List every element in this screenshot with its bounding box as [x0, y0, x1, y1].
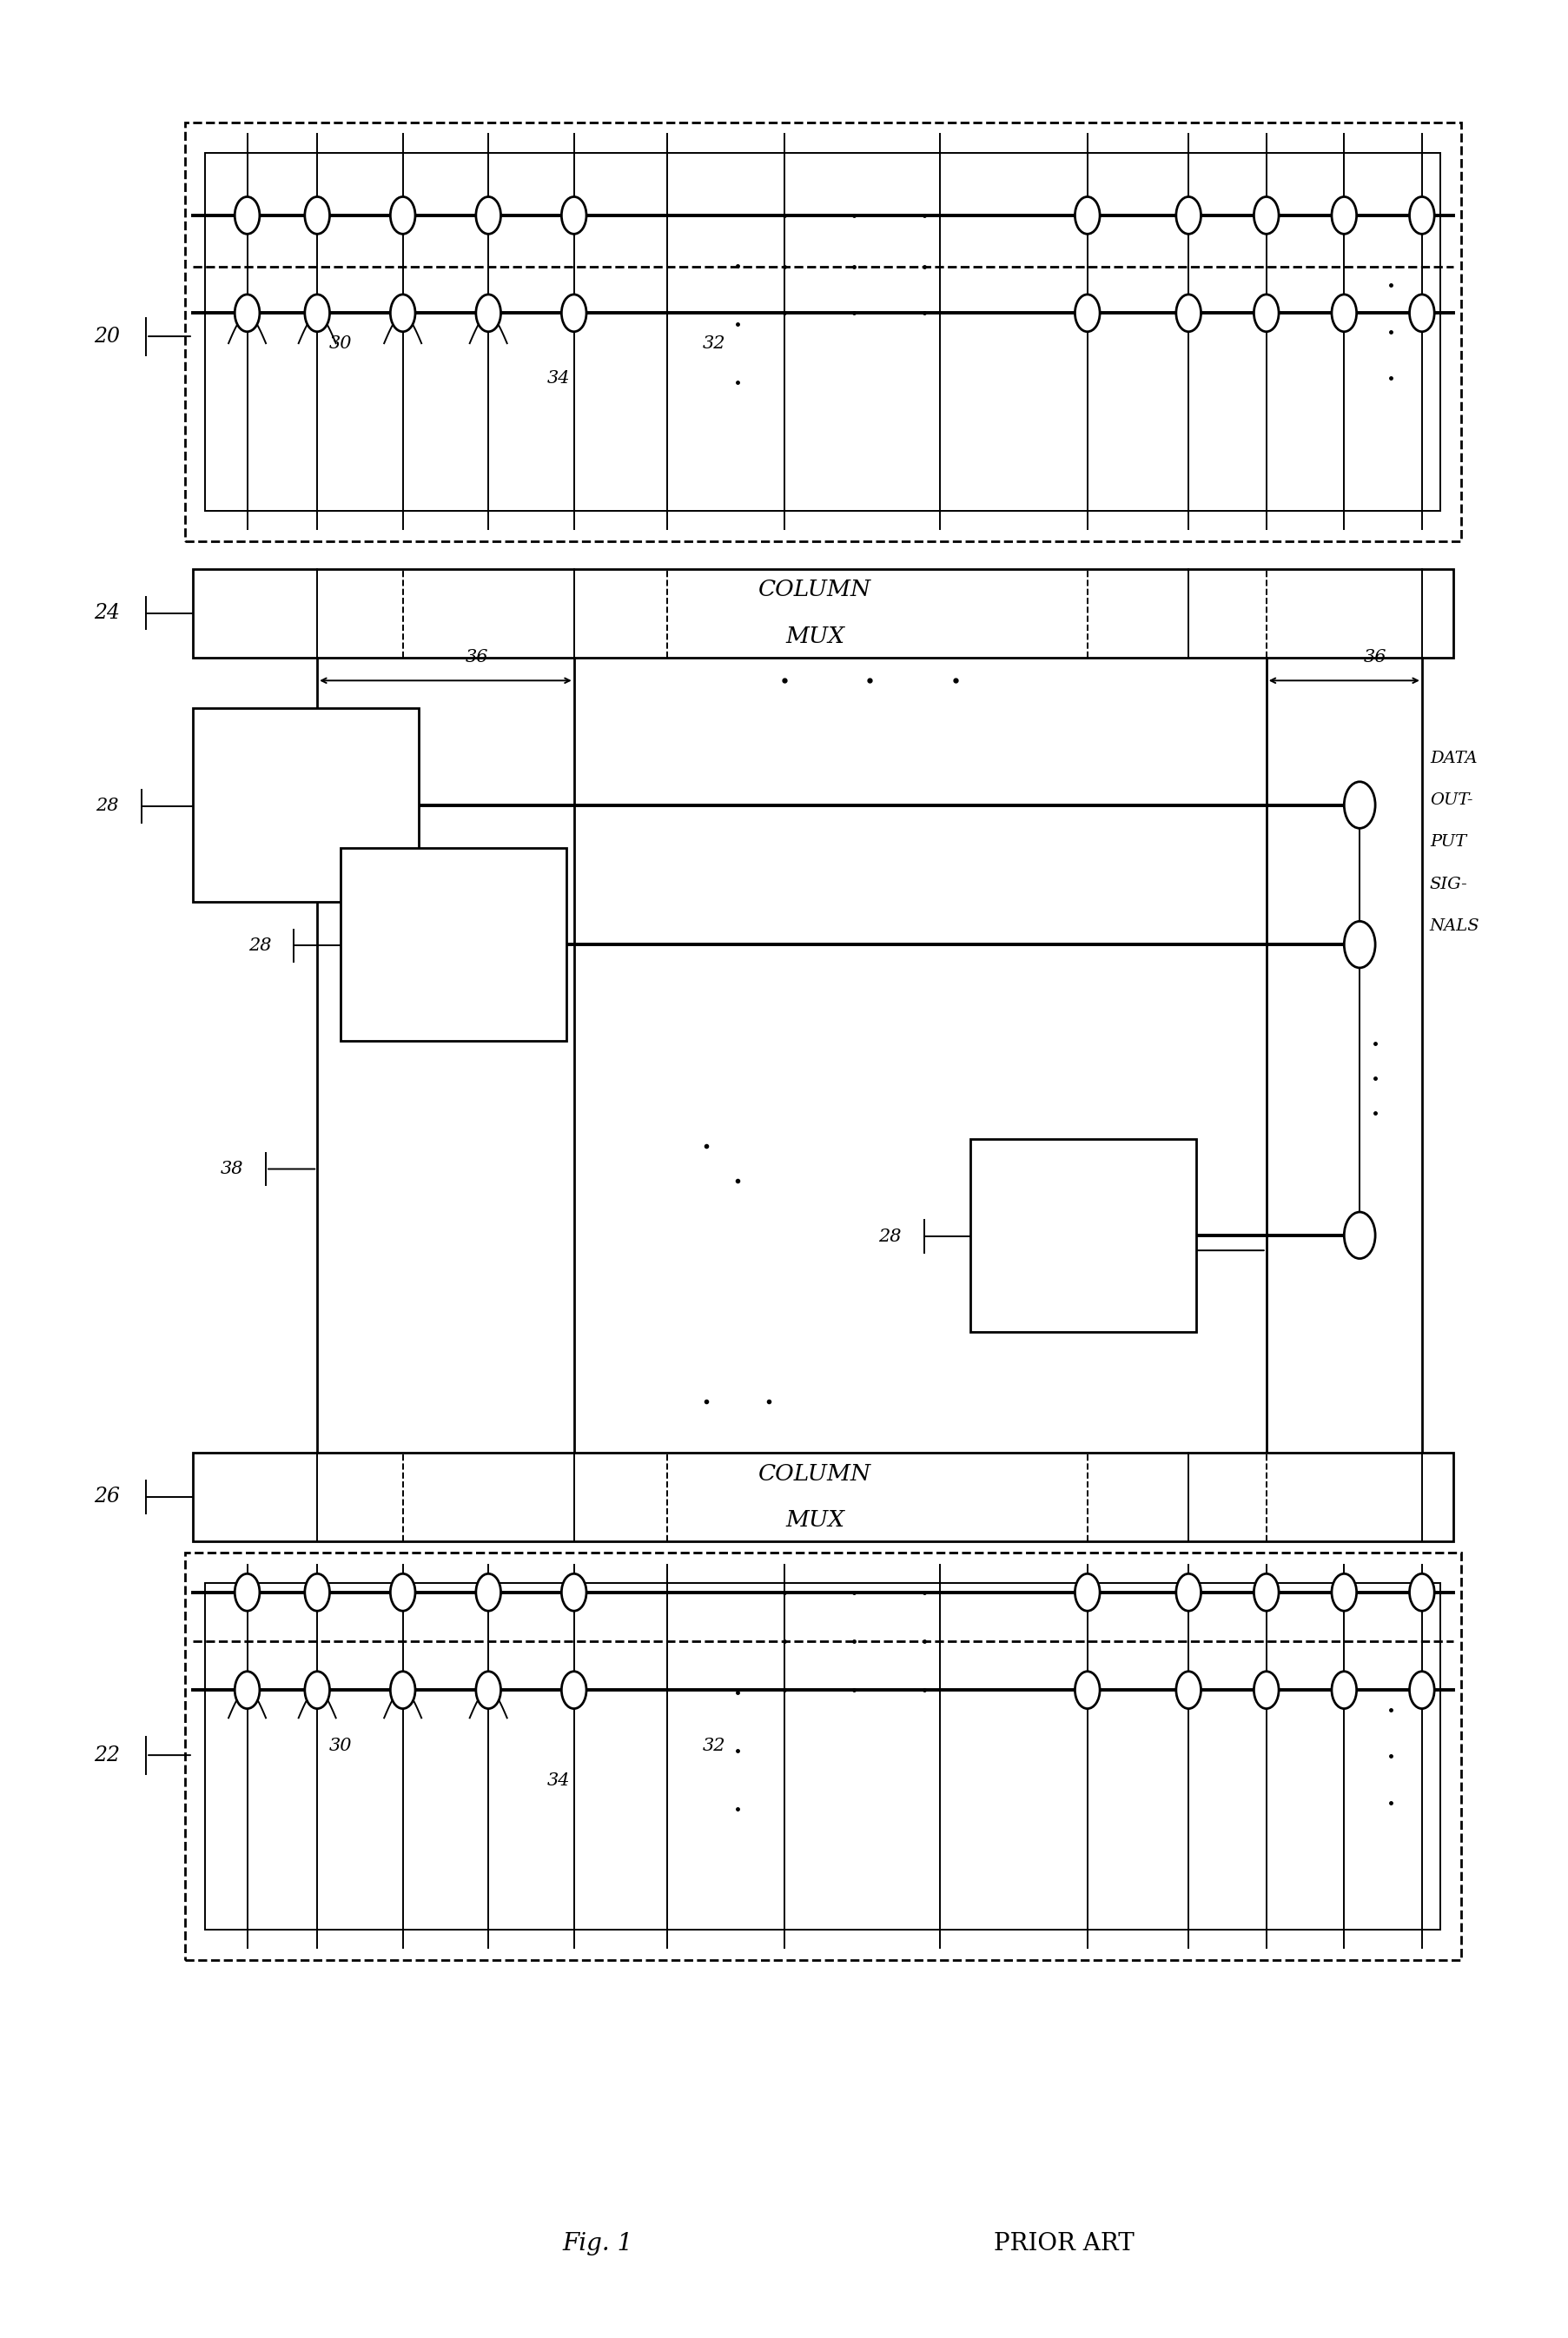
Text: 30: 30	[329, 334, 353, 351]
Circle shape	[1331, 196, 1356, 234]
Circle shape	[390, 196, 416, 234]
Text: 28: 28	[96, 797, 119, 814]
Polygon shape	[185, 1552, 1461, 1959]
Text: 36: 36	[466, 650, 488, 666]
Polygon shape	[193, 568, 1454, 657]
Circle shape	[1254, 196, 1279, 234]
Polygon shape	[971, 1139, 1196, 1333]
Text: COLUMN: COLUMN	[759, 1464, 872, 1485]
Polygon shape	[193, 1452, 1454, 1541]
Circle shape	[1076, 1672, 1099, 1709]
Polygon shape	[205, 1583, 1441, 1929]
Text: SENSE: SENSE	[1052, 1190, 1115, 1206]
Text: 26: 26	[94, 1487, 121, 1508]
Circle shape	[1410, 1672, 1435, 1709]
Circle shape	[1176, 196, 1201, 234]
Text: MUX: MUX	[786, 1510, 845, 1531]
Circle shape	[235, 295, 260, 332]
Text: PRIOR ART: PRIOR ART	[994, 2233, 1134, 2256]
Circle shape	[477, 1672, 500, 1709]
Text: COLUMN: COLUMN	[759, 580, 872, 601]
Text: AMP.: AMP.	[284, 835, 328, 851]
Circle shape	[477, 196, 500, 234]
Polygon shape	[205, 152, 1441, 510]
Text: AMP.: AMP.	[431, 975, 475, 989]
Text: 32: 32	[702, 1737, 726, 1754]
Polygon shape	[193, 708, 419, 902]
Text: 24: 24	[94, 603, 121, 624]
Text: 30: 30	[329, 1737, 353, 1754]
Text: 28: 28	[248, 938, 271, 954]
Text: Fig. 1: Fig. 1	[561, 2233, 632, 2256]
Circle shape	[1254, 295, 1279, 332]
Circle shape	[390, 1672, 416, 1709]
Circle shape	[1344, 921, 1375, 968]
Text: SENSE: SENSE	[274, 760, 337, 776]
Text: 34: 34	[547, 1772, 569, 1789]
Circle shape	[477, 295, 500, 332]
Circle shape	[1076, 196, 1099, 234]
Circle shape	[1344, 1211, 1375, 1258]
Text: AMP.: AMP.	[1062, 1265, 1105, 1281]
Circle shape	[1344, 781, 1375, 828]
Circle shape	[235, 1672, 260, 1709]
Text: SENSE: SENSE	[422, 900, 485, 914]
Circle shape	[1410, 1573, 1435, 1611]
Text: 36: 36	[1364, 650, 1386, 666]
Text: 22: 22	[94, 1744, 121, 1765]
Circle shape	[304, 295, 329, 332]
Polygon shape	[185, 122, 1461, 540]
Circle shape	[1331, 295, 1356, 332]
Circle shape	[390, 295, 416, 332]
Circle shape	[561, 196, 586, 234]
Circle shape	[304, 1573, 329, 1611]
Circle shape	[561, 1672, 586, 1709]
Circle shape	[561, 1573, 586, 1611]
Circle shape	[1176, 1573, 1201, 1611]
Circle shape	[1254, 1573, 1279, 1611]
Text: 20: 20	[94, 327, 121, 346]
Text: SIG-: SIG-	[1430, 877, 1468, 891]
Text: 38: 38	[220, 1160, 243, 1178]
Text: NALS: NALS	[1430, 919, 1480, 933]
Circle shape	[1176, 1672, 1201, 1709]
Polygon shape	[340, 849, 566, 1040]
Circle shape	[235, 196, 260, 234]
Circle shape	[1176, 295, 1201, 332]
Text: OUT-: OUT-	[1430, 793, 1472, 809]
Circle shape	[1076, 295, 1099, 332]
Circle shape	[477, 1573, 500, 1611]
Text: 28: 28	[878, 1227, 902, 1244]
Circle shape	[304, 1672, 329, 1709]
Circle shape	[1410, 295, 1435, 332]
Circle shape	[235, 1573, 260, 1611]
Text: 32: 32	[702, 334, 726, 351]
Text: 38: 38	[1115, 1241, 1138, 1258]
Circle shape	[1331, 1672, 1356, 1709]
Circle shape	[561, 295, 586, 332]
Text: PUT: PUT	[1430, 835, 1466, 851]
Text: 34: 34	[547, 369, 569, 386]
Circle shape	[304, 196, 329, 234]
Circle shape	[390, 1573, 416, 1611]
Circle shape	[1254, 1672, 1279, 1709]
Circle shape	[1331, 1573, 1356, 1611]
Text: DATA: DATA	[1430, 750, 1477, 767]
Circle shape	[1076, 1573, 1099, 1611]
Text: MUX: MUX	[786, 627, 845, 648]
Circle shape	[1410, 196, 1435, 234]
